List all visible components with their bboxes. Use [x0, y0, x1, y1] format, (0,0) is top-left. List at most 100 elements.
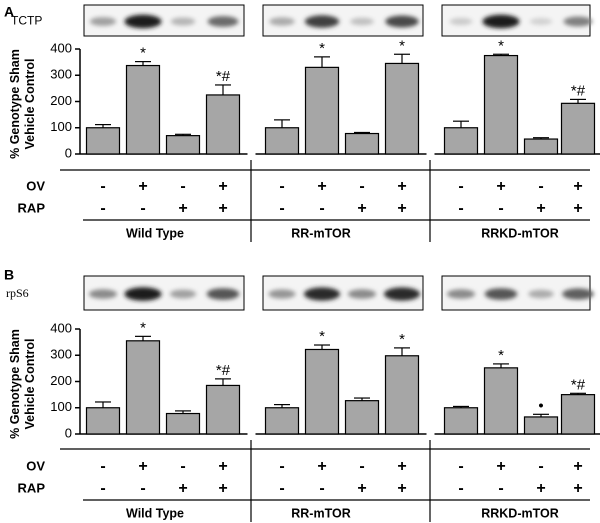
blot-band [484, 288, 518, 300]
blot-box [441, 4, 593, 37]
blot-label: TCTP [11, 14, 42, 28]
blot-band [206, 288, 240, 300]
significance-mark: *# [216, 362, 231, 379]
bar [264, 407, 300, 435]
bar [483, 367, 519, 435]
y-axis-label-line1: % Genotype Sham [8, 329, 22, 439]
condition-sign: + [397, 178, 406, 195]
bar [523, 416, 559, 435]
blot-band [207, 16, 239, 27]
bar [384, 62, 420, 155]
significance-mark: * [399, 37, 405, 54]
bar [264, 127, 300, 155]
condition-sign: + [138, 458, 147, 475]
condition-sign: + [536, 200, 545, 217]
blot-box [262, 275, 424, 311]
blot-band [385, 15, 419, 28]
condition-sign: - [279, 178, 284, 195]
condition-sign: + [357, 480, 366, 497]
y-axis-label-line1: % Genotype Sham [8, 49, 22, 159]
blot-band [446, 289, 476, 299]
condition-sign: - [319, 200, 324, 217]
condition-sign: + [218, 178, 227, 195]
blot-band [347, 289, 377, 299]
condition-label: OV [26, 178, 45, 193]
blot-band [383, 287, 421, 301]
condition-sign: + [496, 458, 505, 475]
bar [344, 132, 380, 155]
bar [443, 407, 479, 435]
y-tick-label: 400 [50, 320, 72, 335]
condition-sign: - [538, 458, 543, 475]
bar [560, 394, 596, 435]
group-label: Wild Type [126, 226, 184, 240]
condition-sign: + [218, 200, 227, 217]
condition-sign: - [458, 178, 463, 195]
condition-sign: - [140, 200, 145, 217]
bar [344, 400, 380, 435]
condition-sign: - [319, 480, 324, 497]
bar [304, 66, 340, 155]
group-label: RR-mTOR [291, 226, 351, 240]
blot-band [562, 288, 594, 300]
significance-mark: *# [571, 376, 586, 393]
blot-band [89, 17, 117, 26]
bar [384, 355, 420, 435]
bar [304, 348, 340, 435]
condition-sign: + [397, 200, 406, 217]
blot-band [482, 14, 520, 29]
condition-sign: + [573, 178, 582, 195]
y-tick-label: 0 [65, 145, 72, 160]
y-axis-label: % Genotype ShamVehicle Control [8, 49, 37, 159]
significance-mark: *# [216, 68, 231, 85]
condition-label: OV [26, 458, 45, 473]
blot-band [268, 289, 296, 299]
bar [85, 127, 121, 155]
condition-sign: + [573, 480, 582, 497]
bar [443, 127, 479, 155]
condition-sign: + [573, 200, 582, 217]
condition-sign: + [536, 480, 545, 497]
condition-sign: - [359, 458, 364, 475]
bar [523, 138, 559, 155]
bar [205, 384, 241, 435]
blot-band [529, 18, 553, 25]
group-label: RR-mTOR [291, 506, 351, 520]
condition-sign: - [100, 178, 105, 195]
blot-band [303, 287, 341, 301]
condition-sign: - [279, 200, 284, 217]
significance-mark: * [140, 45, 146, 62]
bar [125, 64, 161, 155]
blot-band [170, 17, 196, 26]
y-axis-label: % Genotype ShamVehicle Control [8, 329, 37, 439]
condition-sign: - [458, 458, 463, 475]
condition-sign: - [100, 200, 105, 217]
condition-sign: - [100, 480, 105, 497]
condition-sign: + [138, 178, 147, 195]
y-tick-label: 300 [50, 347, 72, 362]
condition-sign: + [397, 458, 406, 475]
blot-band [304, 15, 340, 28]
condition-sign: - [359, 178, 364, 195]
bar [483, 54, 519, 155]
bar [125, 340, 161, 435]
group-label: RRKD-mTOR [481, 226, 559, 240]
condition-sign: + [218, 458, 227, 475]
condition-sign: - [180, 458, 185, 475]
condition-sign: + [218, 480, 227, 497]
blot-band [449, 17, 473, 26]
condition-sign: - [279, 480, 284, 497]
blot-band [124, 287, 162, 301]
condition-sign: + [357, 200, 366, 217]
y-tick-label: 300 [50, 67, 72, 82]
blot-label: rpS6 [6, 286, 29, 300]
blot-band [350, 17, 374, 26]
bar [205, 94, 241, 155]
group-label: Wild Type [126, 506, 184, 520]
condition-sign: + [496, 178, 505, 195]
y-tick-label: 0 [65, 425, 72, 440]
y-axis-label-line2: Vehicle Control [23, 339, 37, 430]
bar [165, 135, 201, 155]
significance-mark: * [399, 331, 405, 348]
condition-sign: + [573, 458, 582, 475]
